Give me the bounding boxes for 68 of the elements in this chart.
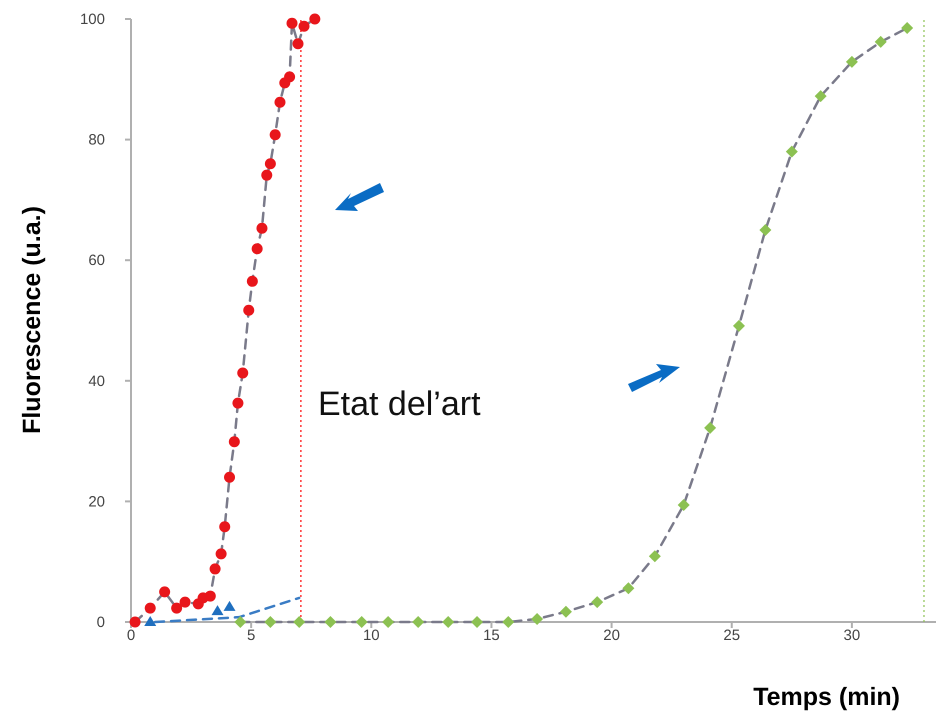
point [704,422,716,434]
annotation: Etat del’art [318,385,482,423]
point [144,602,156,614]
point [471,616,484,628]
x-tick-label: 5 [246,627,256,644]
y-tick-label: 0 [96,614,105,631]
point [246,276,258,287]
point [234,616,246,628]
point [502,616,514,628]
point [224,600,236,611]
point [219,521,230,532]
x-tick-label: 30 [844,627,860,644]
point [216,548,227,560]
point [732,320,745,332]
point [759,224,772,236]
point [264,616,276,628]
point [382,616,394,628]
point [252,243,263,254]
y-tick-label: 60 [88,252,105,270]
point [264,158,276,170]
point [293,616,306,628]
point [270,129,281,140]
point [284,71,296,82]
point [171,602,182,614]
point [286,18,298,29]
point [237,367,248,378]
point [678,499,690,512]
point [298,20,310,32]
point [204,590,216,602]
point [224,472,236,483]
point [210,563,221,574]
point [622,582,634,594]
point [292,38,304,50]
point [144,616,156,626]
point [412,616,424,628]
point [243,304,254,316]
point [309,14,320,24]
x-axis-title: Temps (min) [753,683,900,711]
point [814,90,827,102]
point [232,398,244,409]
x-tick-label: 20 [603,627,620,644]
point [212,605,224,616]
point [531,612,544,625]
point [159,586,170,598]
y-tick-label: 20 [88,493,105,510]
x-tick-label: 25 [723,627,740,644]
x-tick-label: 15 [483,627,500,644]
point [560,606,572,618]
point [324,616,336,628]
point [648,550,661,562]
point [786,146,798,158]
point [256,222,268,234]
y-axis-title: Fluorescence (u.a.) [18,206,46,434]
y-tick-label: 100 [80,11,105,28]
point [356,616,368,628]
y-tick-label: 80 [88,132,105,149]
point [261,170,272,181]
x-tick-label: 10 [362,627,380,644]
point [228,436,240,448]
x-tick-label: 0 [126,627,136,644]
point [591,596,604,608]
point [442,616,454,628]
point [180,596,191,608]
y-tick-label: 40 [88,372,105,390]
point [901,22,914,34]
point [846,56,858,68]
point [274,96,286,108]
point [874,36,887,48]
